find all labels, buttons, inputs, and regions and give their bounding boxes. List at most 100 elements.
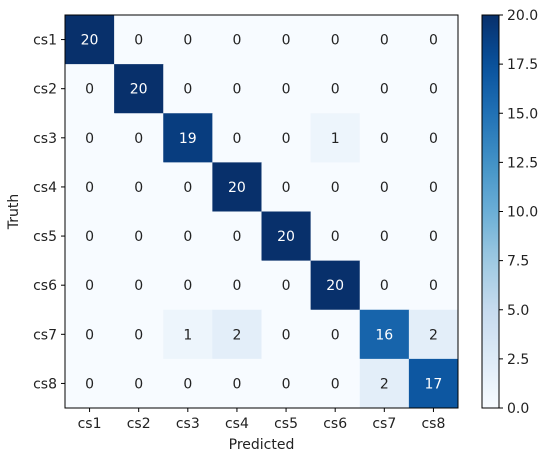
cell-value-label: 0 bbox=[429, 131, 438, 147]
heatmap-cell-cs5-cs5 bbox=[261, 211, 312, 262]
heatmap-cell-cs8-cs8 bbox=[408, 358, 459, 409]
heatmap-cell-cs1-cs4 bbox=[212, 15, 262, 65]
y-tick-label: cs5 bbox=[33, 229, 57, 245]
cell-value-label: 0 bbox=[380, 180, 389, 196]
x-tick-label: cs3 bbox=[176, 416, 200, 432]
cell-value-label: 0 bbox=[429, 33, 438, 49]
heatmap-cell-cs2-cs1 bbox=[65, 64, 115, 114]
heatmap-cell-cs3-cs5 bbox=[261, 113, 312, 163]
cell-value-label: 0 bbox=[183, 82, 192, 98]
cell-value-label: 0 bbox=[85, 229, 94, 245]
cell-value-label: 0 bbox=[134, 376, 143, 392]
cell-value-label: 0 bbox=[331, 229, 340, 245]
cell-value-label: 0 bbox=[134, 180, 143, 196]
cell-value-label: 0 bbox=[429, 229, 438, 245]
x-tick-label: cs1 bbox=[78, 416, 102, 432]
cell-value-label: 0 bbox=[232, 376, 241, 392]
cell-value-label: 0 bbox=[183, 376, 192, 392]
heatmap-cell-cs8-cs5 bbox=[261, 358, 312, 409]
heatmap-cell-cs8-cs1 bbox=[65, 358, 115, 409]
y-tick-label: cs6 bbox=[33, 278, 57, 294]
heatmap-cell-cs4-cs1 bbox=[65, 162, 115, 212]
cell-value-label: 0 bbox=[85, 376, 94, 392]
heatmap-cell-cs7-cs2 bbox=[114, 309, 164, 360]
cell-value-label: 0 bbox=[85, 131, 94, 147]
heatmap-cell-cs4-cs7 bbox=[359, 162, 410, 212]
heatmap-cell-cs6-cs1 bbox=[65, 260, 115, 311]
cell-value-label: 2 bbox=[232, 327, 241, 343]
colorbar-gradient bbox=[481, 14, 500, 409]
cell-value-label: 0 bbox=[134, 327, 143, 343]
cell-value-label: 0 bbox=[282, 278, 291, 294]
cell-value-label: 0 bbox=[429, 82, 438, 98]
cell-value-label: 20 bbox=[81, 33, 99, 49]
cell-value-label: 0 bbox=[429, 278, 438, 294]
cell-value-label: 0 bbox=[85, 278, 94, 294]
colorbar-ticks: 0.0 2.5 5.0 7.5 10.0 12.5 15.0 17.5 20.0 bbox=[499, 8, 538, 417]
heatmap-cell-cs1-cs5 bbox=[261, 15, 312, 65]
cell-value-label: 0 bbox=[134, 278, 143, 294]
cell-value-label: 0 bbox=[232, 131, 241, 147]
cell-value-label: 17 bbox=[425, 376, 443, 392]
y-axis-ticks: cs1 cs2 cs3 cs4 cs5 cs6 cs7 cs8 bbox=[33, 33, 65, 392]
heatmap-cell-cs2-cs3 bbox=[163, 64, 213, 114]
cell-value-label: 0 bbox=[134, 131, 143, 147]
heatmap-cell-cs3-cs2 bbox=[114, 113, 164, 163]
heatmap-cell-cs5-cs6 bbox=[310, 211, 361, 262]
x-tick-label: cs7 bbox=[372, 416, 396, 432]
colorbar: 0.0 2.5 5.0 7.5 10.0 12.5 15.0 17.5 20.0 bbox=[481, 8, 538, 417]
heatmap-cell-cs3-cs8 bbox=[408, 113, 459, 163]
heatmap-cell-cs5-cs7 bbox=[359, 211, 410, 262]
cell-value-label: 0 bbox=[380, 229, 389, 245]
heatmap-cell-cs2-cs7 bbox=[359, 64, 410, 114]
cell-value-label: 0 bbox=[380, 278, 389, 294]
y-tick-label: cs3 bbox=[33, 131, 57, 147]
heatmap-cell-cs4-cs3 bbox=[163, 162, 213, 212]
heatmap-cell-cs4-cs5 bbox=[261, 162, 312, 212]
cell-value-label: 0 bbox=[232, 229, 241, 245]
cell-value-label: 0 bbox=[282, 376, 291, 392]
heatmap-cell-cs6-cs8 bbox=[408, 260, 459, 311]
cell-value-label: 0 bbox=[232, 278, 241, 294]
heatmap-cell-cs3-cs6 bbox=[310, 113, 361, 163]
cell-value-label: 0 bbox=[282, 82, 291, 98]
cell-value-label: 20 bbox=[130, 82, 148, 98]
heatmap-cell-cs7-cs4 bbox=[212, 309, 262, 360]
cell-value-label: 0 bbox=[282, 131, 291, 147]
cell-value-label: 19 bbox=[179, 131, 197, 147]
cell-value-label: 0 bbox=[183, 180, 192, 196]
heatmap-cell-cs3-cs1 bbox=[65, 113, 115, 163]
cell-value-label: 0 bbox=[380, 82, 389, 98]
heatmap-cell-cs2-cs4 bbox=[212, 64, 262, 114]
cell-value-label: 0 bbox=[331, 82, 340, 98]
x-tick-label: cs8 bbox=[421, 416, 445, 432]
heatmap-cell-cs1-cs2 bbox=[114, 15, 164, 65]
heatmap-cell-cs2-cs8 bbox=[408, 64, 459, 114]
cell-value-label: 0 bbox=[282, 33, 291, 49]
x-tick-label: cs6 bbox=[323, 416, 347, 432]
x-axis-ticks: cs1 cs2 cs3 cs4 cs5 cs6 cs7 cs8 bbox=[78, 408, 445, 432]
heatmap-cell-cs5-cs4 bbox=[212, 211, 262, 262]
cell-value-label: 0 bbox=[85, 327, 94, 343]
colorbar-tick-label: 7.5 bbox=[507, 254, 529, 270]
cell-value-label: 0 bbox=[429, 180, 438, 196]
heatmap-cell-cs6-cs2 bbox=[114, 260, 164, 311]
heatmap-cell-cs4-cs8 bbox=[408, 162, 459, 212]
y-tick-label: cs4 bbox=[33, 180, 57, 196]
colorbar-tick-label: 2.5 bbox=[507, 352, 529, 368]
heatmap-cell-cs1-cs8 bbox=[408, 15, 459, 65]
cell-value-label: 20 bbox=[326, 278, 344, 294]
cell-value-label: 2 bbox=[380, 376, 389, 392]
cell-value-label: 0 bbox=[134, 33, 143, 49]
heatmap-cell-cs6-cs5 bbox=[261, 260, 312, 311]
cell-value-label: 1 bbox=[331, 131, 340, 147]
heatmap-cell-cs6-cs3 bbox=[163, 260, 213, 311]
heatmap-cell-cs1-cs6 bbox=[310, 15, 361, 65]
heatmap-cell-cs5-cs3 bbox=[163, 211, 213, 262]
heatmap-cell-cs8-cs7 bbox=[359, 358, 410, 409]
cell-value-label: 0 bbox=[331, 180, 340, 196]
heatmap-cell-cs6-cs4 bbox=[212, 260, 262, 311]
cell-value-label: 0 bbox=[380, 33, 389, 49]
